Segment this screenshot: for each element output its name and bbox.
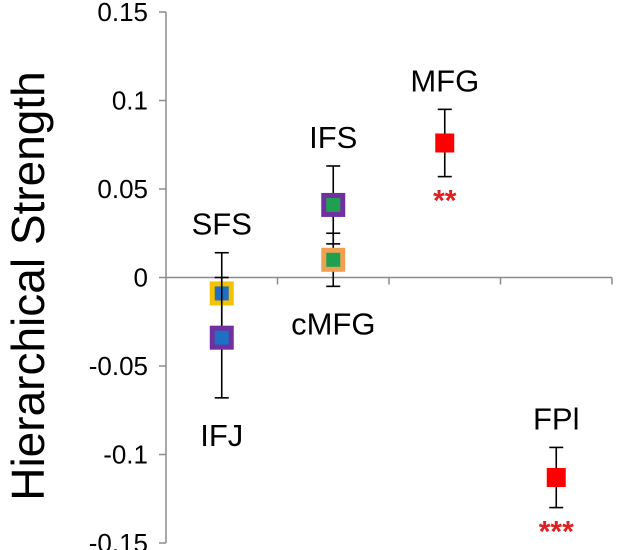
point-label-cmfg: cMFG: [291, 306, 375, 341]
marks-group: SFS IFJ IFS cMFG MFG ** FPl ***: [192, 63, 580, 548]
y-tick-label: 0.05: [97, 174, 148, 204]
data-point-ifj: [209, 325, 234, 350]
data-point-fpl: [546, 468, 566, 488]
significance-label: ***: [539, 516, 574, 549]
point-label-fpl: FPl: [533, 401, 580, 436]
point-label-sfs: SFS: [192, 207, 252, 242]
data-point-ifs: [321, 192, 346, 217]
y-tick-label: 0.15: [97, 0, 148, 27]
significance-label: **: [433, 185, 457, 218]
y-tick-label: 0.1: [112, 86, 148, 116]
y-tick-label: -0.05: [89, 351, 148, 381]
y-tick-label: -0.15: [89, 528, 148, 550]
axis-group: 0.15 0.1 0.05 0 -0.05 -0.1 -0.15: [89, 0, 613, 550]
data-point-mfg: [435, 133, 455, 153]
point-label-ifs: IFS: [309, 120, 357, 155]
y-tick-label: -0.1: [103, 440, 148, 470]
point-label-ifj: IFJ: [200, 418, 243, 453]
y-axis-label: Hierarchical Strength: [2, 71, 54, 501]
data-point-cmfg: [321, 247, 346, 272]
point-label-mfg: MFG: [410, 63, 479, 98]
y-tick-label: 0: [134, 263, 148, 293]
